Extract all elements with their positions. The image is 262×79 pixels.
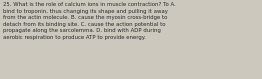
Text: 25. What is the role of calcium ions in muscle contraction? To A.
bind to tropon: 25. What is the role of calcium ions in … bbox=[3, 2, 176, 40]
